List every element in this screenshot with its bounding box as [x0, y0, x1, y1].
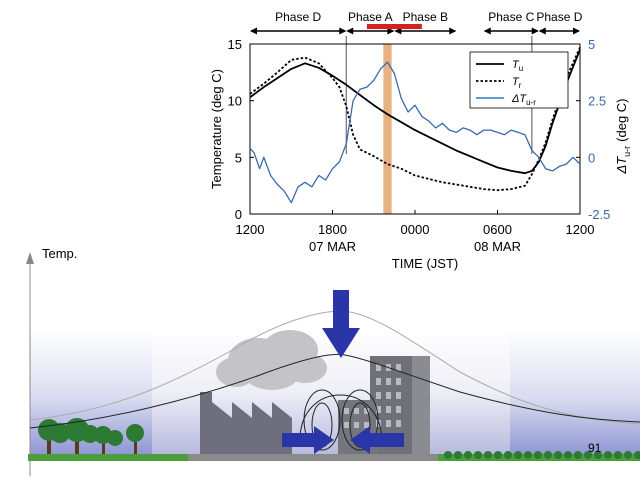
trees-left [38, 418, 144, 454]
subsidence-arrow-icon [322, 290, 360, 358]
temp-profile-night [29, 353, 640, 429]
temp-axis-arrow [26, 252, 34, 264]
highlight-orange-band [383, 44, 392, 214]
phase-label: Phase D [275, 10, 321, 24]
shrubs-right [444, 451, 640, 459]
phase-label: Phase A [348, 10, 393, 24]
phase-arrowhead-right [449, 27, 457, 35]
ground-grass-left [28, 454, 188, 461]
factory [200, 392, 292, 454]
phase-label: Phase D [536, 10, 582, 24]
phase-arrowhead-right [573, 27, 580, 35]
x-tick-label: 0600 [483, 222, 512, 237]
phase-arrowhead-left [483, 27, 491, 35]
x-tick-label: 1800 [318, 222, 347, 237]
highlight-red-bar [366, 24, 422, 29]
y-right-tick-label: 2.5 [588, 94, 606, 109]
phase-arrowhead-left [346, 27, 354, 35]
y-left-tick-label: 10 [228, 94, 242, 109]
phase-label: Phase B [403, 10, 448, 24]
ground-urban [188, 454, 438, 461]
phase-label: Phase C [488, 10, 534, 24]
temp-axis-label: Temp. [42, 246, 77, 261]
x-axis-label: TIME (JST) [392, 256, 458, 271]
phase-arrowhead-right [531, 27, 539, 35]
y-right-label-unit: (deg C) [614, 98, 629, 141]
date-label: 07 MAR [309, 239, 356, 254]
date-label: 08 MAR [474, 239, 521, 254]
y-right-label: ΔTu-r (deg C) [614, 98, 632, 174]
y-left-tick-label: 15 [228, 37, 242, 52]
legend-label: ΔTu-r [511, 93, 536, 107]
y-left-label: Temperature (deg C) [209, 69, 224, 189]
x-tick-label: 0000 [401, 222, 430, 237]
phase-arrowhead-left [394, 27, 402, 35]
y-right-label-sub: u-r [622, 146, 632, 157]
y-left-tick-label: 0 [235, 207, 242, 222]
y-left-tick-label: 5 [235, 150, 242, 165]
y-right-tick-label: -2.5 [588, 207, 610, 222]
series-line-tu [249, 49, 581, 175]
legend-label: Tr [512, 76, 522, 90]
convergence-arrow-left-icon [282, 426, 334, 454]
y-right-label-main: ΔT [614, 156, 629, 175]
legend-label: Tu [512, 59, 523, 73]
series-line-tr [249, 47, 581, 192]
page-number: 91 [588, 441, 602, 455]
phase-arrowhead-right [339, 27, 347, 35]
x-tick-label: 1200 [566, 222, 595, 237]
rural-sky-right [510, 330, 640, 455]
phase-arrowhead-right [387, 27, 395, 35]
series-line-tur [249, 61, 581, 204]
y-right-tick-label: 0 [588, 150, 595, 165]
phase-arrowhead-left [250, 27, 257, 35]
phase-arrowhead-left [538, 27, 546, 35]
temp-profile-day [29, 310, 640, 425]
y-right-tick-label: 5 [588, 37, 595, 52]
convergence-arrow-right-icon [350, 426, 404, 454]
x-tick-label: 1200 [236, 222, 265, 237]
